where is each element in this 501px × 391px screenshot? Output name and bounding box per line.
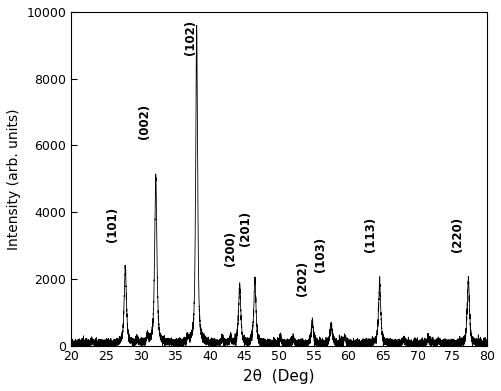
Text: (102): (102) bbox=[183, 20, 196, 55]
Text: (002): (002) bbox=[137, 104, 150, 139]
Text: (220): (220) bbox=[450, 217, 463, 252]
Text: (101): (101) bbox=[106, 207, 119, 242]
Text: (200): (200) bbox=[223, 230, 236, 265]
Text: (201): (201) bbox=[239, 210, 252, 246]
Text: (103): (103) bbox=[314, 237, 327, 272]
X-axis label: 2θ  (Deg): 2θ (Deg) bbox=[243, 369, 314, 384]
Text: (113): (113) bbox=[363, 217, 376, 252]
Text: (202): (202) bbox=[295, 260, 308, 296]
Y-axis label: Intensity (arb. units): Intensity (arb. units) bbox=[7, 108, 21, 249]
